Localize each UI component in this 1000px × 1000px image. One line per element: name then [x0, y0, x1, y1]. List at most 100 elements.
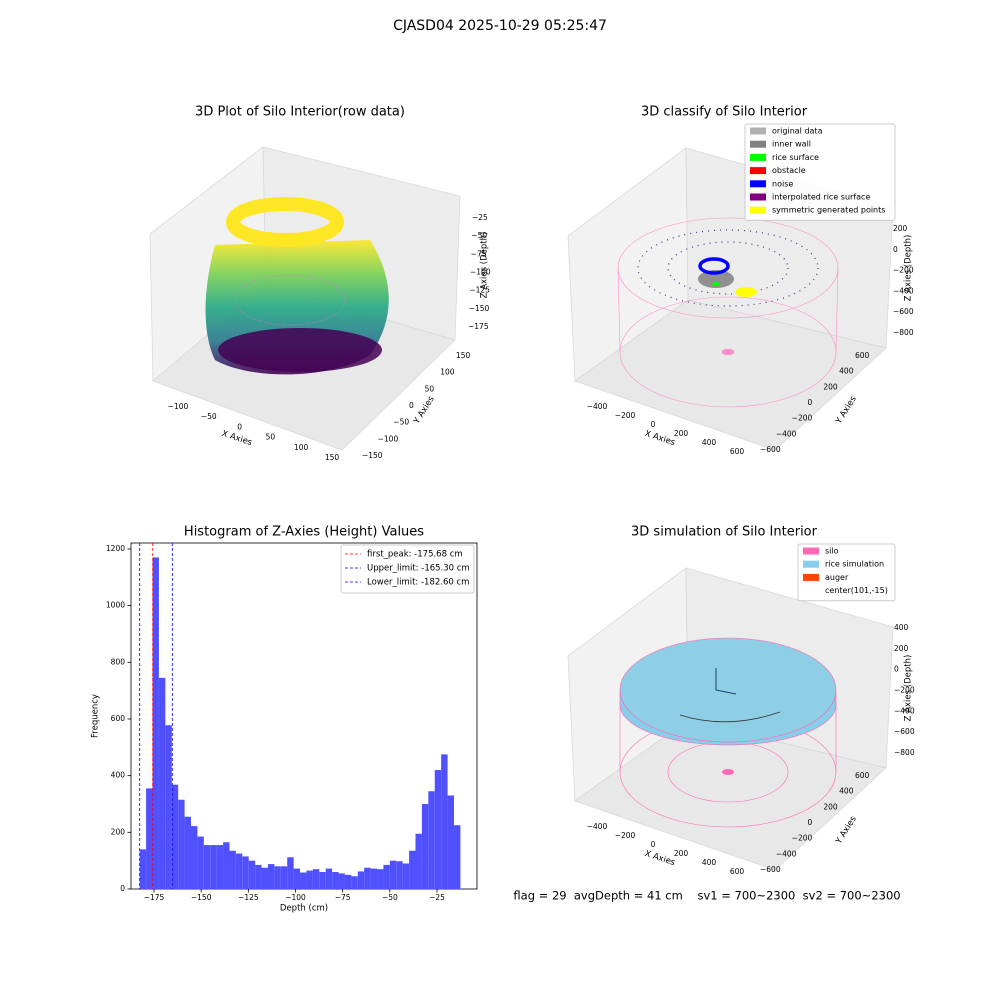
legend-swatch: [750, 140, 766, 148]
x-tick-label: 200: [674, 429, 689, 438]
x-tick-label: −25: [429, 893, 445, 902]
x-tick-label: −100: [285, 893, 306, 902]
silo-center: [721, 348, 735, 356]
z-tick-label: 0: [893, 245, 898, 254]
bar: [235, 853, 243, 889]
bar: [364, 867, 371, 889]
bar: [242, 856, 249, 889]
z-tick-label: −200: [893, 266, 914, 275]
subplot-title: 3D Plot of Silo Interior(row data): [195, 105, 405, 120]
bar: [152, 557, 159, 889]
x-tick-label: −100: [168, 402, 189, 411]
x-tick-label: −50: [201, 412, 217, 421]
figure-title: CJASD04 2025-10-29 05:25:47: [393, 18, 607, 34]
z-axis-label: Z Axies (Depth): [480, 232, 490, 299]
y-tick-label: 100: [440, 368, 455, 377]
z-tick-label: −100: [470, 268, 491, 277]
bar: [139, 849, 147, 889]
y-tick-label: 0: [808, 818, 813, 827]
bar: [312, 869, 320, 889]
z-tick-label: 0: [894, 665, 899, 674]
x-tick-label: 600: [730, 447, 745, 456]
bar: [280, 866, 288, 889]
z-tick-label: −150: [469, 304, 490, 313]
bar: [274, 866, 281, 889]
cloud-mesh: [234, 274, 346, 326]
legend-swatch: [803, 573, 819, 581]
y-tick-label: 200: [111, 827, 126, 836]
z-tick-label: −400: [894, 706, 915, 715]
z-axis-label: Z Axies (Depth): [904, 235, 914, 302]
z-tick-label: −600: [894, 727, 915, 736]
x-tick-label: −400: [587, 822, 608, 831]
legend-label: symmetric generated points: [772, 206, 885, 215]
z-tick-label: −800: [893, 328, 914, 337]
silo-center: [722, 769, 734, 775]
legend-label: Lower_limit: -182.60 cm: [367, 578, 469, 588]
y-tick-label: 400: [111, 771, 126, 780]
bar: [370, 868, 378, 889]
x-tick-label: −150: [191, 893, 212, 902]
x-axis-label: X Axies: [643, 849, 676, 868]
bar: [190, 826, 198, 889]
bar: [415, 833, 422, 889]
rice-surface: [712, 282, 720, 286]
dot-grid: [637, 229, 819, 307]
cloud-bottom: [218, 328, 382, 372]
bar: [396, 861, 403, 889]
y-tick-label: −150: [362, 451, 383, 460]
legend-label: Upper_limit: -165.30 cm: [367, 564, 470, 574]
bar: [447, 795, 454, 889]
y-tick-label: −200: [792, 414, 813, 423]
y-axis-label: Frequency: [91, 694, 101, 738]
bar: [409, 850, 416, 889]
symmetric-points: [735, 287, 757, 297]
bar: [325, 868, 333, 889]
z-tick-label: −175: [468, 322, 489, 331]
subplot-title: Histogram of Z-Axies (Height) Values: [184, 525, 424, 540]
x-tick-label: −75: [335, 893, 351, 902]
bar: [248, 860, 256, 889]
z-tick-label: 400: [894, 623, 909, 632]
z-tick-label: −600: [893, 307, 914, 316]
bar: [287, 857, 294, 889]
y-tick-label: 0: [120, 884, 125, 893]
bar: [229, 850, 236, 889]
legend-swatch: [803, 560, 819, 568]
bar: [383, 864, 390, 889]
x-tick-label: −175: [144, 893, 165, 902]
point-cloud: [205, 197, 389, 375]
x-tick-label: −200: [615, 411, 636, 420]
bar: [389, 860, 397, 889]
inner-wall: [698, 270, 734, 288]
z-tick-label: 200: [893, 224, 908, 233]
bar: [158, 677, 166, 889]
bar: [165, 725, 172, 889]
z-tick-label: −800: [894, 748, 915, 757]
bar: [261, 867, 268, 889]
pane: [574, 299, 887, 451]
z-tick-label: −200: [894, 686, 915, 695]
bar: [441, 754, 448, 889]
legend-swatch: [750, 167, 766, 175]
legend-label: obstacle: [772, 166, 806, 175]
y-tick-label: 0: [409, 401, 414, 410]
x-axis-label: X Axies: [643, 429, 676, 448]
bar: [453, 825, 461, 889]
bar: [332, 871, 339, 889]
x-tick-label: −200: [615, 831, 636, 840]
bar: [197, 836, 204, 889]
x-tick-label: 600: [730, 867, 745, 876]
y-axis-label: Y Axies: [412, 394, 438, 427]
y-tick-label: −100: [378, 434, 399, 443]
x-tick-label: 0: [237, 422, 242, 431]
auger: [715, 668, 737, 695]
z-tick-label: −25: [472, 213, 488, 222]
x-axis-label: Depth (cm): [280, 904, 328, 914]
legend-label: inner wall: [772, 140, 811, 149]
legend-swatch: [750, 153, 766, 161]
silo-side: [835, 267, 839, 353]
legend-box: [340, 544, 475, 594]
x-tick-label: 150: [325, 453, 340, 462]
